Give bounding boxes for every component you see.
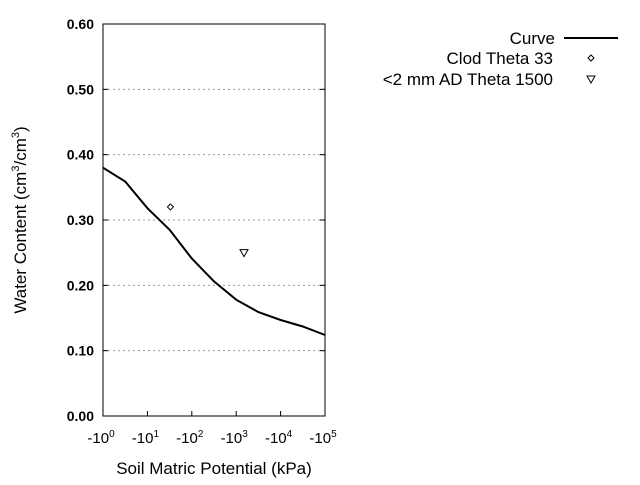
y-tick-label: 0.50 [67, 81, 94, 97]
legend: Curve Clod Theta 33 <2 mm AD Theta 1500 [383, 29, 618, 89]
y-axis-label: Water Content (cm3/cm3) [10, 126, 30, 313]
legend-label-clod-theta-33: Clod Theta 33 [447, 49, 553, 68]
x-axis-ticks: -100 -101 -102 -103 -104 -105 [87, 411, 337, 447]
legend-swatch-diamond [587, 54, 595, 62]
plot-frame [102, 23, 326, 417]
y-axis-ticks: 0.00 0.10 0.20 0.30 0.40 0.50 0.60 [67, 16, 325, 424]
data-point-triangle [239, 249, 249, 258]
y-tick-label: 0.30 [67, 212, 94, 228]
x-tick-label: -102 [176, 429, 204, 447]
x-tick-label: -100 [87, 429, 115, 447]
y-tick-label: 0.40 [67, 147, 94, 163]
y-tick-label: 0.20 [67, 277, 94, 293]
legend-label-curve: Curve [510, 29, 555, 48]
grid-lines [103, 88, 325, 352]
y-tick-label: 0.00 [67, 408, 94, 424]
legend-label-ad-theta-1500: <2 mm AD Theta 1500 [383, 70, 553, 89]
series-layer [102, 166, 326, 336]
legend-swatch-triangle [586, 75, 596, 85]
y-tick-label: 0.10 [67, 343, 94, 359]
y-tick-label: 0.60 [67, 16, 94, 32]
x-tick-label: -101 [132, 429, 160, 447]
curve-line [102, 166, 326, 336]
x-tick-label: -105 [309, 429, 337, 447]
data-point-diamond [166, 203, 175, 211]
x-tick-label: -104 [265, 429, 293, 447]
x-tick-label: -103 [221, 429, 249, 447]
x-axis-label: Soil Matric Potential (kPa) [116, 459, 312, 478]
